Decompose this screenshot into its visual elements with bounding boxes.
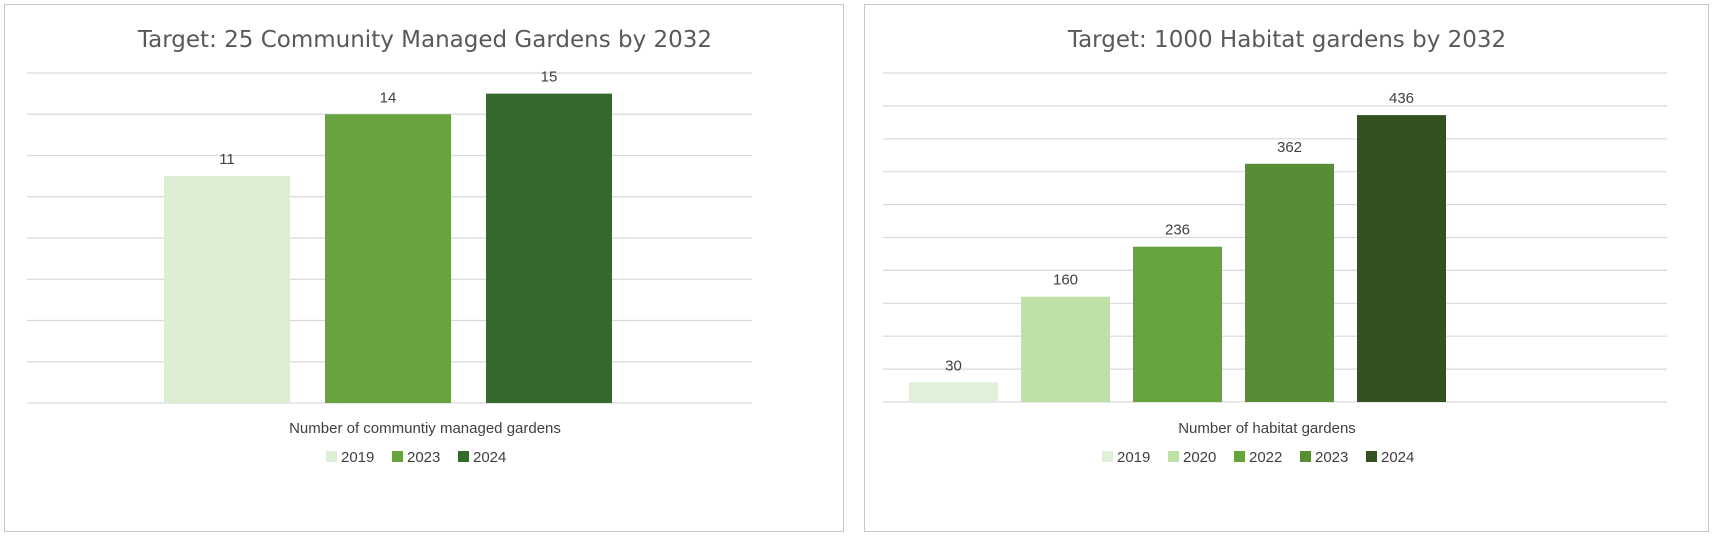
- bar-2023: [1245, 163, 1334, 402]
- legend-swatch: [1300, 451, 1311, 462]
- x-axis-label: Number of communtiy managed gardens: [289, 420, 561, 437]
- legend-swatch: [1366, 451, 1377, 462]
- legend: 2019 2023 2024: [326, 449, 506, 466]
- legend-item-2024: 2024: [1366, 449, 1414, 466]
- data-label-2023: 14: [380, 89, 397, 106]
- bar-2019: [909, 382, 998, 402]
- data-label-2024: 436: [1389, 90, 1414, 107]
- legend-item-2019: 2019: [1102, 449, 1150, 466]
- legend-swatch: [1168, 451, 1179, 462]
- legend-item-2019: 2019: [326, 449, 374, 466]
- legend-swatch: [458, 451, 469, 462]
- bar-2022: [1133, 246, 1222, 402]
- legend-label: 2023: [1315, 449, 1348, 466]
- chart-habitat-gardens: Target: 1000 Habitat gardens by 2032 30 1…: [864, 4, 1709, 532]
- legend-item-2020: 2020: [1168, 449, 1216, 466]
- legend-item-2022: 2022: [1234, 449, 1282, 466]
- bar-2024: [486, 93, 612, 403]
- bars: 30 160 236 362 436: [909, 90, 1446, 402]
- data-label-2020: 160: [1053, 272, 1078, 289]
- legend-label: 2022: [1249, 449, 1282, 466]
- bar-2020: [1021, 296, 1110, 402]
- legend-item-2023: 2023: [1300, 449, 1348, 466]
- chart-habitat-gardens-canvas: Target: 1000 Habitat gardens by 2032 30 1…: [883, 27, 1667, 466]
- data-label-2022: 236: [1165, 222, 1190, 239]
- legend-label: 2023: [407, 449, 440, 466]
- legend: 2019 2020 2022 2023 2024: [1102, 449, 1414, 466]
- data-label-2019: 30: [945, 357, 962, 374]
- legend-label: 2020: [1183, 449, 1216, 466]
- bar-2023: [325, 114, 451, 403]
- bar-2024: [1357, 115, 1446, 402]
- legend-swatch: [1102, 451, 1113, 462]
- bars: 11 14 15: [164, 69, 612, 403]
- chart-title: Target: 25 Community Managed Gardens by …: [137, 27, 712, 53]
- bar-2019: [164, 176, 290, 403]
- legend-swatch: [1234, 451, 1245, 462]
- data-label-2023: 362: [1277, 139, 1302, 156]
- legend-label: 2024: [473, 449, 506, 466]
- legend-label: 2019: [1117, 449, 1150, 466]
- data-label-2024: 15: [541, 69, 558, 86]
- legend-swatch: [392, 451, 403, 462]
- chart-community-gardens-canvas: Target: 25 Community Managed Gardens by …: [27, 27, 752, 466]
- chart-title: Target: 1000 Habitat gardens by 2032: [1067, 27, 1506, 53]
- legend-item-2023: 2023: [392, 449, 440, 466]
- legend-label: 2024: [1381, 449, 1414, 466]
- data-label-2019: 11: [219, 151, 235, 168]
- legend-label: 2019: [341, 449, 374, 466]
- chart-community-gardens: Target: 25 Community Managed Gardens by …: [4, 4, 844, 532]
- legend-item-2024: 2024: [458, 449, 506, 466]
- x-axis-label: Number of habitat gardens: [1178, 420, 1356, 437]
- legend-swatch: [326, 451, 337, 462]
